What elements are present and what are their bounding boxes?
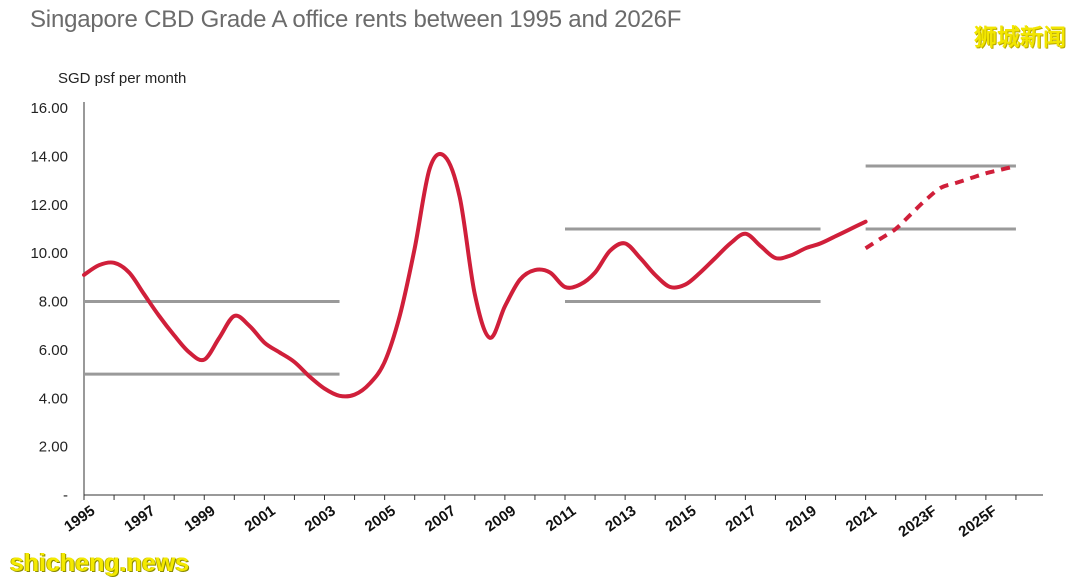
x-tick-label: 2025F xyxy=(956,502,1001,540)
y-tick-label: 10.00 xyxy=(30,245,68,262)
y-tick-label: 16.00 xyxy=(30,100,68,117)
historical-rent-line xyxy=(82,152,868,399)
y-tick-label: 6.00 xyxy=(39,342,68,359)
y-tick-label: 14.00 xyxy=(30,148,68,165)
x-tick-label: 1997 xyxy=(121,502,158,535)
x-tick-labels: 1995 1997 1999 2001 2003 2005 2007 2009 2011 2013… xyxy=(61,502,1000,540)
series-lines xyxy=(82,152,1017,399)
x-tick-label: 2005 xyxy=(362,502,399,535)
x-tick-label: 2003 xyxy=(302,502,339,535)
x-tick-label: 2021 xyxy=(843,502,880,535)
y-tick-label: - xyxy=(63,487,68,504)
x-tick-label: 2011 xyxy=(543,502,579,535)
y-tick-labels: - 2.00 4.00 6.00 8.00 10.00 12.00 14.00 16.00 xyxy=(30,100,68,504)
x-tick-label: 2019 xyxy=(783,502,820,535)
y-tick-label: 12.00 xyxy=(30,197,68,214)
chart-title: Singapore CBD Grade A office rents betwe… xyxy=(30,6,682,33)
watermark-logo-cn: 狮城新闻 xyxy=(974,24,1066,50)
x-tick-label: 2015 xyxy=(662,502,699,535)
y-tick-label: 8.00 xyxy=(39,294,68,311)
x-tick-label: 2013 xyxy=(602,502,639,535)
x-tick-label: 2009 xyxy=(482,502,519,535)
x-tick-label: 1999 xyxy=(181,502,218,535)
range-bands xyxy=(84,164,1016,376)
x-tick-label: 2017 xyxy=(723,502,760,535)
x-tick-label: 2007 xyxy=(422,502,459,535)
x-tick-label: 2023F xyxy=(895,502,940,540)
y-axis-label: SGD psf per month xyxy=(58,70,186,87)
x-tick-label: 1995 xyxy=(61,502,98,535)
y-tick-label: 2.00 xyxy=(39,439,68,456)
y-tick-label: 4.00 xyxy=(39,390,68,407)
forecast-rent-line xyxy=(864,164,1017,250)
chart-axes xyxy=(83,102,1043,500)
x-tick-label: 2001 xyxy=(242,502,279,535)
watermark-logo-en: shicheng.news xyxy=(10,549,190,577)
